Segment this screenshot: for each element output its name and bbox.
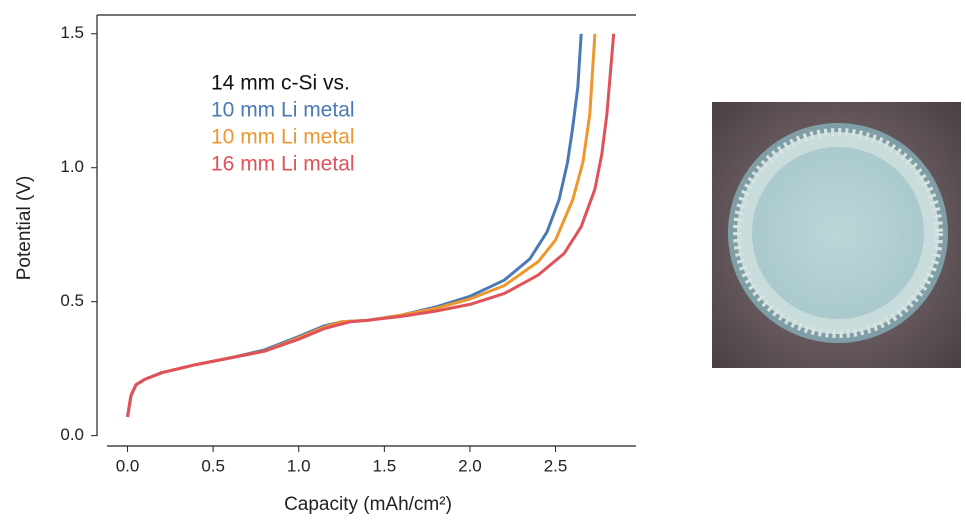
- legend-entry: 16 mm Li metal: [211, 153, 355, 176]
- y-axis-label: Potential (V): [14, 176, 35, 281]
- series-line: [126, 33, 583, 418]
- legend-title: 14 mm c-Si vs.: [211, 72, 350, 95]
- y-tick-label: 1.5: [60, 23, 84, 42]
- x-tick-label: 0.5: [201, 456, 225, 475]
- x-tick-label: 2.5: [544, 456, 568, 475]
- legend-entry: 10 mm Li metal: [211, 99, 355, 122]
- legend-entry: 10 mm Li metal: [211, 126, 355, 149]
- x-tick-label: 1.0: [287, 456, 311, 475]
- x-tick-label: 1.5: [373, 456, 397, 475]
- x-tick-label: 0.0: [116, 456, 140, 475]
- y-tick-label: 0.0: [60, 425, 84, 444]
- series-line: [126, 33, 616, 418]
- y-tick-label: 1.0: [60, 157, 84, 176]
- series-line: [126, 33, 597, 418]
- plot: Capacity (mAh/cm²) Potential (V) 14 mm c…: [14, 14, 636, 515]
- x-tick-label: 2.0: [458, 456, 482, 475]
- x-axis-label: Capacity (mAh/cm²): [284, 494, 452, 515]
- photo: [712, 102, 961, 368]
- y-tick-label: 0.5: [60, 291, 84, 310]
